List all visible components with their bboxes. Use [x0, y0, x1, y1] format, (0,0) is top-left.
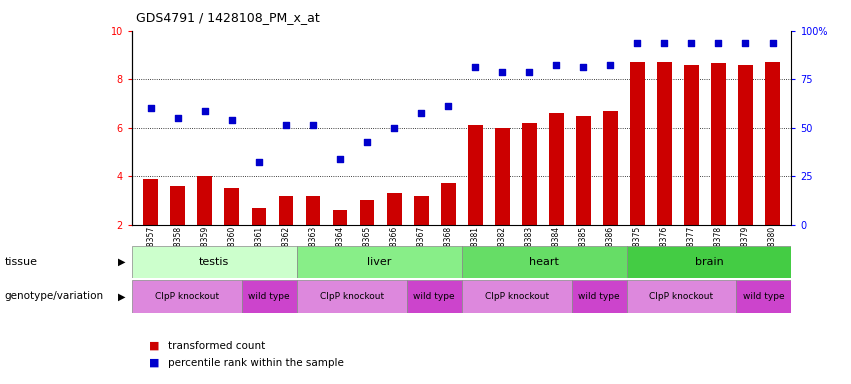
Text: ■: ■ — [149, 358, 159, 368]
Text: testis: testis — [199, 257, 230, 267]
Text: liver: liver — [367, 257, 391, 267]
Point — [252, 159, 266, 165]
Point — [198, 108, 212, 114]
Text: ClpP knockout: ClpP knockout — [649, 292, 714, 301]
Point — [766, 40, 780, 46]
Text: wild type: wild type — [579, 292, 620, 301]
Text: brain: brain — [694, 257, 723, 267]
Point — [739, 40, 752, 46]
Bar — [657, 62, 671, 225]
Point — [226, 118, 239, 124]
Point — [576, 64, 590, 70]
Text: transformed count: transformed count — [168, 341, 265, 351]
Point — [279, 122, 293, 128]
Bar — [461, 280, 572, 313]
Bar — [333, 210, 347, 225]
Bar — [132, 246, 297, 278]
Text: genotype/variation: genotype/variation — [4, 291, 103, 301]
Point — [550, 61, 563, 68]
Bar — [576, 116, 591, 225]
Bar — [225, 188, 239, 225]
Point — [684, 40, 698, 46]
Bar — [494, 128, 510, 225]
Bar — [522, 123, 537, 225]
Bar — [170, 186, 186, 225]
Point — [468, 64, 482, 70]
Point — [442, 103, 455, 109]
Bar — [468, 125, 483, 225]
Bar — [297, 280, 407, 313]
Bar — [603, 111, 618, 225]
Bar — [441, 184, 455, 225]
Point — [171, 115, 185, 121]
Text: tissue: tissue — [4, 257, 37, 267]
Bar — [252, 208, 266, 225]
Bar — [738, 65, 753, 225]
Point — [360, 139, 374, 145]
Bar — [297, 246, 461, 278]
Bar — [414, 195, 429, 225]
Bar — [549, 113, 563, 225]
Bar — [132, 280, 242, 313]
Text: ClpP knockout: ClpP knockout — [484, 292, 549, 301]
Text: wild type: wild type — [414, 292, 455, 301]
Bar — [765, 62, 780, 225]
Text: wild type: wild type — [248, 292, 290, 301]
Bar — [630, 62, 645, 225]
Point — [658, 40, 671, 46]
Bar — [360, 200, 374, 225]
Text: ▶: ▶ — [118, 257, 126, 267]
Point — [523, 69, 536, 75]
Text: wild type: wild type — [743, 292, 785, 301]
Text: percentile rank within the sample: percentile rank within the sample — [168, 358, 344, 368]
Bar — [386, 193, 402, 225]
Bar — [684, 65, 699, 225]
Point — [603, 61, 617, 68]
Point — [334, 156, 347, 162]
Bar — [626, 246, 791, 278]
Bar — [197, 176, 212, 225]
Bar — [626, 280, 736, 313]
Text: ClpP knockout: ClpP knockout — [155, 292, 219, 301]
Point — [387, 125, 401, 131]
Bar — [407, 280, 461, 313]
Text: ▶: ▶ — [118, 291, 126, 301]
Point — [144, 105, 157, 111]
Bar — [242, 280, 297, 313]
Point — [631, 40, 644, 46]
Text: heart: heart — [529, 257, 559, 267]
Bar — [711, 63, 726, 225]
Point — [306, 122, 320, 128]
Bar — [461, 246, 626, 278]
Bar — [143, 179, 158, 225]
Point — [495, 69, 509, 75]
Point — [414, 110, 428, 116]
Point — [711, 40, 725, 46]
Bar — [572, 280, 626, 313]
Text: ■: ■ — [149, 341, 159, 351]
Bar — [306, 195, 321, 225]
Bar — [278, 195, 294, 225]
Bar — [736, 280, 791, 313]
Text: ClpP knockout: ClpP knockout — [320, 292, 384, 301]
Text: GDS4791 / 1428108_PM_x_at: GDS4791 / 1428108_PM_x_at — [136, 12, 320, 25]
